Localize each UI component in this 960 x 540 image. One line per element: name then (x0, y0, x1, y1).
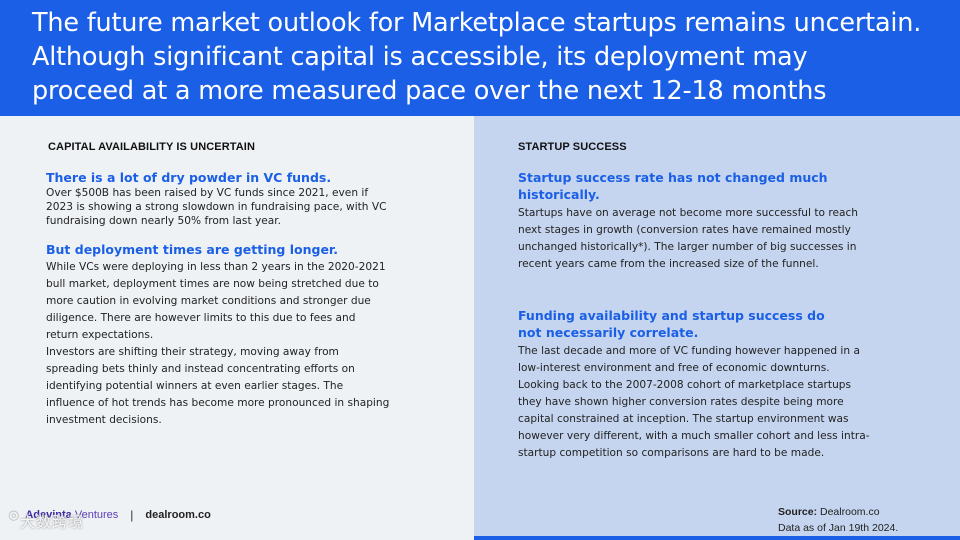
source-note: Source: Dealroom.co Data as of Jan 19th … (778, 506, 899, 534)
watermark-logo-icon: ◎ (8, 507, 20, 522)
right-panel (474, 116, 960, 536)
left-heading-deployment: But deployment times are getting longer. (46, 242, 339, 257)
bottom-accent-rule (474, 536, 960, 540)
left-section-label: CAPITAL AVAILABILITY IS UNCERTAIN (48, 141, 256, 153)
logo-separator: | (130, 508, 134, 522)
slide-title: The future market outlook for Marketplac… (32, 8, 922, 106)
right-section-label: STARTUP SUCCESS (518, 141, 627, 153)
dealroom-logo: dealroom.co (145, 509, 211, 521)
watermark-text: 大数跨境 (20, 514, 85, 531)
left-paragraph-funds: Over $500B has been raised by VC funds s… (46, 187, 387, 227)
left-paragraph-deployment: While VCs were deploying in less than 2 … (46, 261, 386, 341)
left-paragraph-investors: Investors are shifting their strategy, m… (46, 346, 390, 426)
right-heading-success-rate: Startup success rate has not changed muc… (518, 170, 828, 202)
title-banner: The future market outlook for Marketplac… (0, 0, 960, 116)
left-panel (0, 116, 474, 540)
right-paragraph-correlation: The last decade and more of VC funding h… (518, 345, 870, 459)
adevinta-ventures-logo: Adevinta Ventures (25, 509, 119, 521)
right-heading-correlation: Funding availability and startup success… (518, 308, 825, 340)
footer-logos: ◎ Adevinta Ventures | dealroom.co (8, 500, 288, 530)
left-heading-dry-powder: There is a lot of dry powder in VC funds… (46, 170, 332, 185)
right-paragraph-success: Startups have on average not become more… (518, 207, 859, 270)
